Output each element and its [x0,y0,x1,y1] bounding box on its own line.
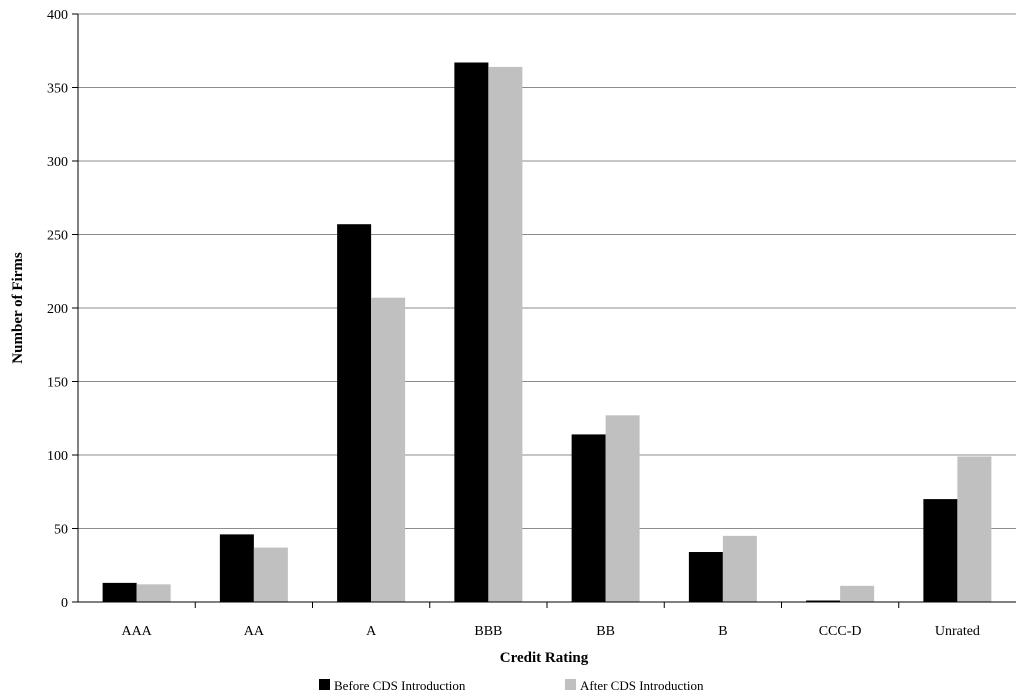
legend-label-after: After CDS Introduction [580,678,704,693]
y-tick-label: 250 [47,229,68,244]
bar-bb-before [571,434,606,602]
x-tick-label: B [718,624,727,639]
bar-bbb-after [488,66,523,603]
gridlines [78,13,1016,529]
bar-unrated-after [957,456,992,602]
bar-b-before [688,552,723,602]
x-tick-label: CCC-D [819,624,862,639]
legend: Before CDS Introduction After CDS Introdu… [319,678,704,693]
bar-a-before [337,224,372,602]
y-tick-label: 50 [54,523,68,538]
bar-b-after [722,535,757,602]
y-axis-title: Number of Firms [10,252,26,364]
y-tick-label: 350 [47,82,68,97]
legend-label-before: Before CDS Introduction [334,678,466,693]
x-tick-label: AAA [121,624,152,639]
bar-bbb-before [454,62,489,602]
y-tick-label: 150 [47,376,68,391]
bar-a-after [371,297,406,602]
y-tick-label: 0 [61,596,68,611]
bar-ccc-d-after [840,585,875,602]
x-tick-label: BBB [474,624,502,639]
x-axis-title: Credit Rating [500,650,589,666]
x-tick-label: BB [596,624,615,639]
y-tick-label: 300 [47,155,68,170]
bar-aa-before [219,534,254,602]
x-tick-label: A [366,624,377,639]
x-tick-label: AA [244,624,265,639]
bar-aa-after [253,547,288,602]
bars [102,62,992,603]
bar-unrated-before [923,499,958,602]
bar-bb-after [605,415,640,602]
y-tick-labels: 0 50 100 150 200 250 300 350 400 [47,8,78,611]
bar-ccc-d-before [806,600,841,602]
y-tick-label: 100 [47,449,68,464]
y-tick-label: 400 [47,8,68,23]
x-tick-label: Unrated [935,624,980,639]
x-tick-labels: AAA AA A BBB BB B CCC-D Unrated [121,602,980,639]
y-tick-label: 200 [47,302,68,317]
bar-aaa-after [136,584,171,602]
bar-aaa-before [102,582,137,602]
legend-swatch-before [319,679,330,690]
legend-swatch-after [565,679,576,690]
